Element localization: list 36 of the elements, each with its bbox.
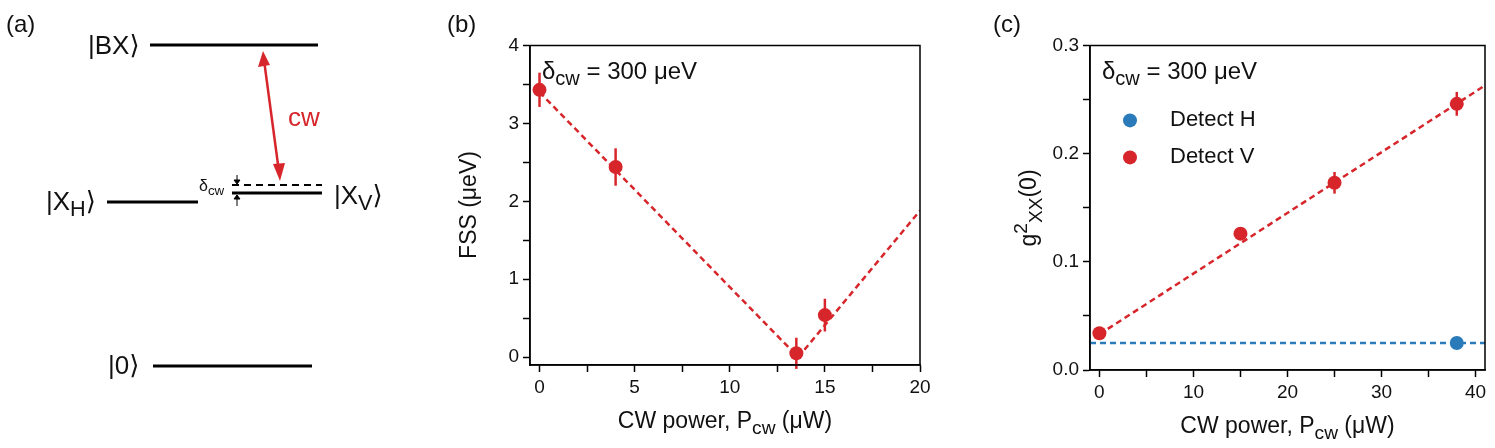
text: |X$_{V}$⟩ <box>334 180 383 216</box>
x-tick-label: 15 <box>814 375 836 397</box>
x-tick-label: 20 <box>909 375 931 397</box>
x-tick-label: 30 <box>1370 380 1393 402</box>
y-tick-label: 0.1 <box>1052 250 1079 272</box>
x-tick-label: 20 <box>1276 380 1299 402</box>
text: δ$_{cw}$ <box>199 177 225 199</box>
y-axis-title: FSS (μeV) <box>454 151 481 260</box>
chart-title: (b) <box>447 10 477 37</box>
text: (a) <box>6 10 36 37</box>
x-tick-label: 10 <box>1182 380 1205 402</box>
y-tick-label: 0.3 <box>1052 33 1079 55</box>
annotation: δ$_{cw}$ = 300 μeV <box>542 57 698 90</box>
legend-label: Detect H <box>1170 106 1256 132</box>
text: |BX⟩ <box>88 30 140 60</box>
x-tick-label: 5 <box>629 375 640 397</box>
y-tick-label: 4 <box>508 33 520 55</box>
x-tick-label: 10 <box>719 375 741 397</box>
x-tick-label: 40 <box>1465 380 1487 402</box>
legend-label: Detect V <box>1170 143 1255 169</box>
y-tick-label: 0 <box>508 345 519 367</box>
text: |X$_{H}$⟩ <box>46 186 96 222</box>
y-tick-label: 1 <box>508 267 519 289</box>
chart-title: (c) <box>993 10 1021 37</box>
y-tick-label: 2 <box>508 189 519 211</box>
x-axis-title: CW power, P$_{cw}$ (μW) <box>1180 412 1395 443</box>
text: |0⟩ <box>108 350 140 380</box>
point <box>1449 335 1464 350</box>
x-tick-label: 0 <box>534 375 545 397</box>
y-tick-label: 3 <box>508 111 519 133</box>
y-tick-label: 0.2 <box>1052 141 1079 163</box>
text: cw <box>288 102 320 132</box>
x-axis-title: CW power, P$_{cw}$ (μW) <box>617 407 833 438</box>
annotation: δ$_{cw}$ = 300 μeV <box>1102 57 1258 90</box>
x-tick-label: 0 <box>1094 380 1105 402</box>
y-tick-label: 0.0 <box>1052 358 1079 380</box>
